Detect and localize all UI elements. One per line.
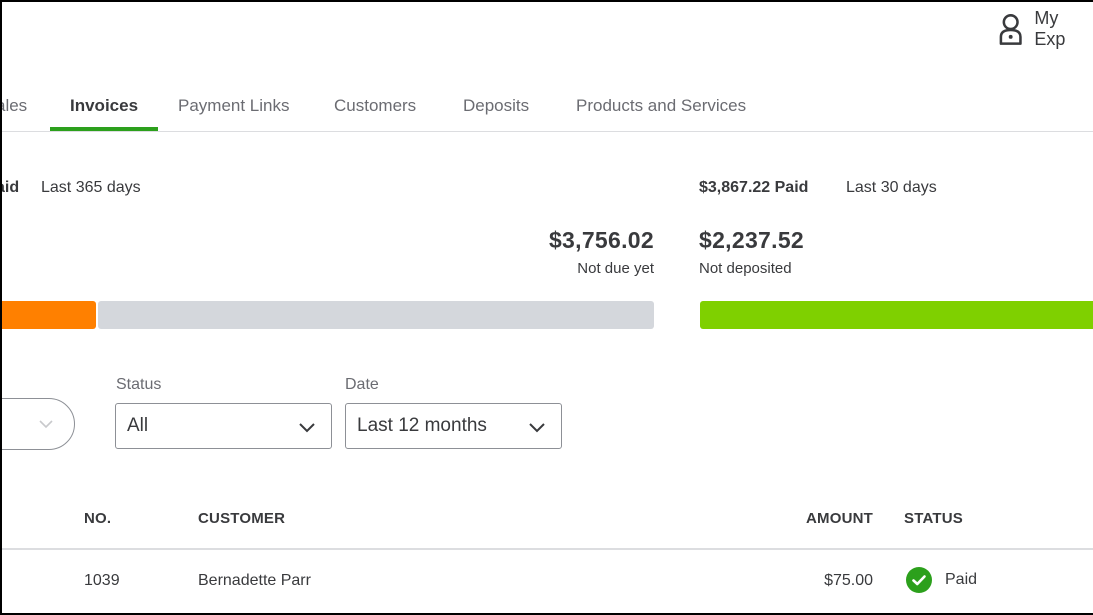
- unpaid-summary-title: aid: [0, 179, 20, 196]
- column-header-amount[interactable]: AMOUNT: [805, 510, 873, 527]
- row-amount-cell: $75.00: [824, 572, 873, 589]
- active-tab-indicator: [50, 127, 158, 131]
- date-filter-label: Date: [345, 376, 379, 393]
- tab-deposits[interactable]: Deposits: [463, 96, 530, 115]
- row-date-cell: l: [0, 572, 2, 590]
- paid-summary-period: Last 30 days: [846, 179, 937, 196]
- tab-invoices[interactable]: Invoices: [70, 96, 139, 115]
- date-filter-value: Last 12 months: [357, 415, 487, 436]
- row-no-cell: 1039: [84, 572, 120, 589]
- not-due-bar[interactable]: [98, 301, 654, 329]
- column-header-no[interactable]: NO.: [84, 510, 112, 527]
- chevron-down-icon: [529, 423, 545, 433]
- status-filter-value: All: [127, 415, 149, 436]
- check-circle-icon: [906, 567, 932, 593]
- status-filter-label: Status: [116, 376, 162, 393]
- chevron-down-icon: [299, 423, 315, 433]
- row-status-cell: Paid: [906, 567, 977, 593]
- chevron-down-icon: [39, 420, 53, 429]
- paid-summary-title: $3,867.22 Paid: [699, 179, 809, 196]
- tab-payment-links[interactable]: Payment Links: [178, 96, 290, 115]
- not-deposited-bar[interactable]: [700, 301, 1093, 329]
- not-deposited-label: Not deposited: [699, 260, 792, 277]
- status-paid-label: Paid: [945, 571, 978, 588]
- row-customer-cell: Bernadette Parr: [198, 572, 311, 589]
- type-filter-dropdown[interactable]: [0, 398, 75, 450]
- not-due-amount[interactable]: $3,756.02: [548, 227, 654, 253]
- column-header-customer[interactable]: CUSTOMER: [198, 510, 286, 527]
- not-deposited-amount[interactable]: $2,237.52: [699, 227, 805, 253]
- tabs-divider: [0, 131, 1093, 132]
- tab-sales[interactable]: ales: [0, 96, 28, 115]
- not-due-label: Not due yet: [577, 260, 654, 277]
- tab-products-and-services[interactable]: Products and Services: [576, 96, 747, 115]
- status-filter-dropdown[interactable]: All: [115, 403, 332, 449]
- account-label: My Exp: [1034, 8, 1066, 49]
- person-lock-icon: [999, 14, 1022, 45]
- table-header-divider: [0, 548, 1093, 550]
- unpaid-summary-period: Last 365 days: [41, 179, 141, 196]
- overdue-bar[interactable]: [0, 301, 96, 329]
- account-menu[interactable]: My Exp: [997, 8, 1093, 49]
- column-header-status[interactable]: STATUS: [904, 510, 963, 527]
- date-filter-dropdown[interactable]: Last 12 months: [345, 403, 562, 449]
- tab-customers[interactable]: Customers: [334, 96, 417, 115]
